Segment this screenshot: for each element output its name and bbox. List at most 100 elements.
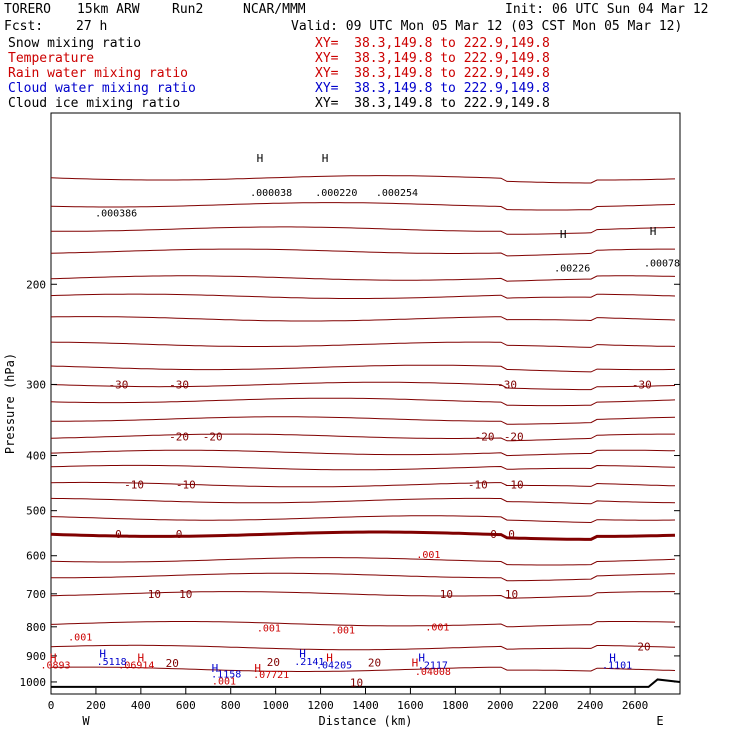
ground-line (51, 678, 681, 688)
rain-water-label: .04008 (415, 667, 451, 678)
snow-label: .000254 (376, 188, 418, 199)
temperature-contour-line (50, 464, 676, 471)
snow-label: .000038 (250, 188, 292, 199)
snow-label: .000386 (95, 208, 137, 219)
y-axis-title: Pressure (hPa) (3, 353, 17, 454)
x-tick-label: 0 (48, 699, 55, 712)
temperature-contour-line (50, 530, 676, 541)
maximum-marker: H (609, 651, 616, 664)
temperature-contour-label: -30 (169, 378, 189, 391)
temperature-contour-line (50, 666, 676, 672)
temperature-contour-label: -20 (169, 430, 189, 443)
x-tick-label: 400 (131, 699, 151, 712)
maximum-marker: H (299, 647, 306, 660)
xy-cloud-water: XY= 38.3,149.8 to 222.9,149.8 (315, 81, 550, 96)
y-tick-label: 200 (26, 278, 46, 291)
maximum-marker: H (257, 152, 264, 165)
plot-frame (50, 112, 681, 695)
y-tick-label: 900 (26, 650, 46, 663)
maximum-marker: H (254, 662, 261, 675)
cloud-ice-label: .00226 (554, 264, 590, 275)
temperature-contour-line (50, 381, 676, 391)
temperature-contour-line (50, 591, 675, 599)
temperature-contour-line (50, 621, 676, 628)
cloud-water-label: .5118 (97, 657, 127, 668)
x-end-label-east: E (656, 714, 663, 728)
x-tick-label: 2200 (532, 699, 559, 712)
maximum-marker: H (322, 152, 329, 165)
temperature-contour-line (50, 515, 676, 524)
run-name: Run2 (172, 2, 204, 17)
temperature-contour-label: -30 (108, 378, 128, 391)
temperature-contour-line (51, 416, 676, 425)
field-cloud-ice: Cloud ice mixing ratio (8, 96, 181, 111)
cloud-water-label: .2141 (294, 657, 324, 668)
temperature-contour-line (50, 397, 676, 407)
field-cloud-water: Cloud water mixing ratio (8, 81, 196, 96)
rain-water-label: .001 (68, 632, 92, 643)
maximum-marker: H (50, 651, 57, 664)
x-tick-label: 2400 (577, 699, 604, 712)
temperature-contour-line (50, 275, 676, 282)
temperature-contour-label: 20 (368, 657, 381, 670)
temperature-contour-line (50, 433, 675, 442)
temperature-contour-label: 20 (637, 640, 650, 653)
x-tick-label: 800 (221, 699, 241, 712)
temperature-contour-label: -10 (468, 479, 488, 492)
y-tick-label: 500 (26, 505, 46, 518)
rain-water-label: .001 (257, 623, 281, 634)
temperature-contour-label: 20 (267, 656, 280, 669)
x-tick-label: 1800 (442, 699, 469, 712)
temperature-contour-label: -20 (475, 430, 495, 443)
temperature-contour-line (50, 497, 676, 505)
xy-cloud-ice: XY= 38.3,149.8 to 222.9,149.8 (315, 96, 550, 111)
x-tick-label: 200 (86, 699, 106, 712)
maximum-marker: H (212, 662, 219, 675)
temperature-contour-line (50, 248, 675, 257)
model-name: TORERO (4, 2, 51, 17)
temperature-contour-line (50, 202, 676, 211)
temperature-contour-line (51, 226, 676, 235)
temperature-contour-label: 10 (179, 588, 192, 601)
maximum-marker: H (418, 651, 425, 664)
y-tick-label: 300 (26, 378, 46, 391)
cloud-ice-label: .00078 (644, 258, 680, 269)
temperature-contour-label: -20 (203, 430, 223, 443)
temperature-contour-label: -30 (497, 378, 517, 391)
temperature-contour-label: -30 (632, 378, 652, 391)
rain-water-label: .001 (416, 550, 440, 561)
y-tick-label: 800 (26, 621, 46, 634)
x-tick-label: 600 (176, 699, 196, 712)
maximum-marker: H (138, 651, 145, 664)
rain-water-label: .001 (425, 622, 449, 633)
rain-water-label: .0893 (40, 661, 70, 672)
cloud-water-label: .1101 (602, 661, 632, 672)
temperature-contour-label: 0 (490, 528, 497, 541)
x-tick-label: 1200 (307, 699, 334, 712)
temperature-contour-label: 10 (505, 588, 518, 601)
rain-water-label: .06914 (118, 661, 154, 672)
init-time: Init: 06 UTC Sun 04 Mar 12 (505, 2, 709, 17)
temperature-contour-label: -10 (124, 479, 144, 492)
field-temperature: Temperature (8, 51, 95, 66)
cloud-water-label: .2117 (418, 661, 448, 672)
cloud-water-label: .04205 (316, 661, 352, 672)
snow-label: .000220 (315, 188, 357, 199)
temperature-contour-label: 20 (166, 657, 179, 670)
temperature-contour-line (50, 644, 676, 651)
field-snow: Snow mixing ratio (8, 36, 142, 51)
temperature-contour-line (50, 364, 676, 373)
x-tick-label: 1400 (352, 699, 379, 712)
temperature-contour-line (50, 481, 676, 488)
y-tick-label: 1000 (20, 676, 47, 689)
temperature-contour-line (50, 557, 676, 566)
x-axis-title: Distance (km) (319, 714, 413, 728)
xy-snow: XY= 38.3,149.8 to 222.9,149.8 (315, 36, 550, 51)
org-name: NCAR/MMM (243, 2, 306, 17)
model-config: 15km ARW (77, 2, 140, 17)
x-tick-label: 2000 (487, 699, 514, 712)
temperature-contour-line (50, 175, 676, 184)
temperature-contour-label: -20 (504, 430, 524, 443)
temperature-contour-line (51, 572, 676, 582)
